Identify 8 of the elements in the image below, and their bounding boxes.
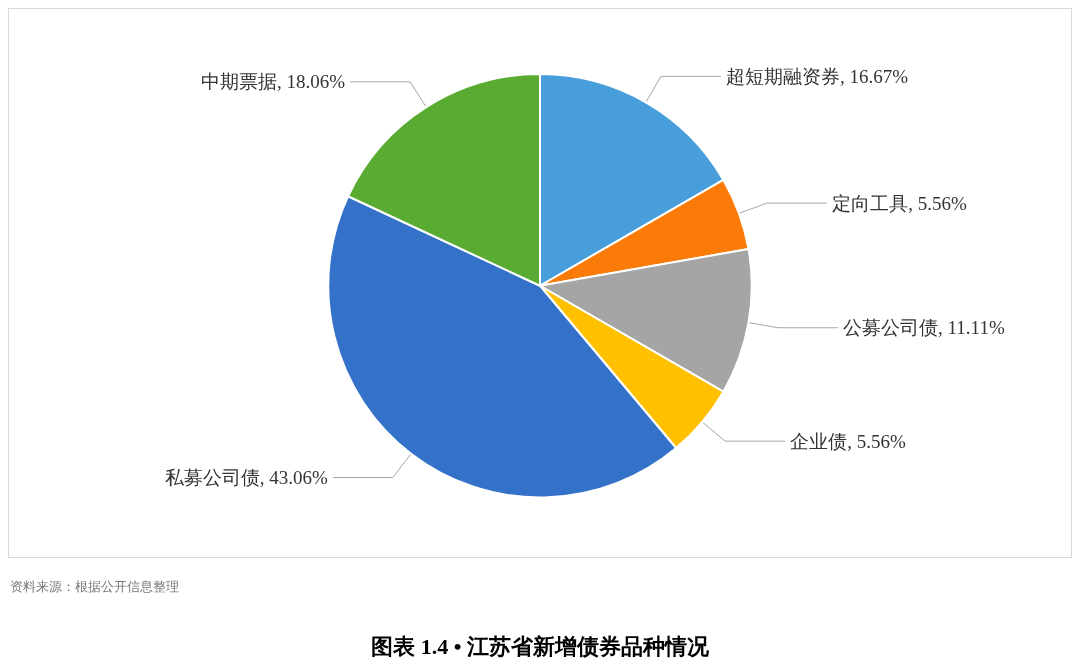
- slice-label: 中期票据, 18.06%: [201, 71, 346, 93]
- slice-label: 定向工具, 5.56%: [832, 192, 967, 214]
- slice-label: 企业债, 5.56%: [790, 430, 906, 452]
- slice-label: 超短期融资券, 16.67%: [725, 65, 909, 87]
- slice-label: 公募公司债, 11.11%: [843, 317, 1005, 339]
- text: 图表 1.4 • 江苏省新增债券品种情况: [370, 633, 710, 661]
- text: 资料来源：根据公开信息整理: [10, 578, 179, 596]
- slice-label: 私募公司债, 43.06%: [164, 467, 328, 489]
